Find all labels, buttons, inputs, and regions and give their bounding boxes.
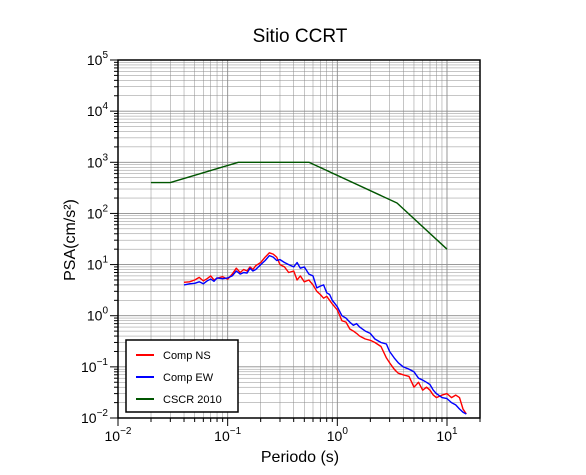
x-tick-labels: 10−2 10−1 100 101 <box>105 426 458 444</box>
series-line-0 <box>183 252 467 415</box>
legend-label-2: CSCR 2010 <box>163 394 222 406</box>
x-axis-label: Periodo (s) <box>261 449 339 466</box>
y-axis-label: PSA(cm/s²) <box>62 199 79 281</box>
series-line-2 <box>151 161 448 250</box>
y-tick-labels: 10−2 10−1 100 101 102 103 104 105 <box>81 50 108 426</box>
y-tick-label: 100 <box>87 306 109 324</box>
x-tick-label: 10−1 <box>214 426 241 444</box>
legend-label-0: Comp NS <box>163 350 211 362</box>
x-tick-label: 101 <box>436 426 458 444</box>
legend: Comp NS Comp EW CSCR 2010 <box>125 339 239 413</box>
chart-title: Sitio CCRT <box>253 26 348 47</box>
plot-frame <box>117 59 481 419</box>
y-tick-label: 102 <box>87 203 109 221</box>
series-layer <box>151 161 467 415</box>
x-tick-label: 100 <box>327 426 349 444</box>
series-line-1 <box>183 254 467 415</box>
y-tick-label: 10−2 <box>81 408 108 426</box>
x-tick-label: 10−2 <box>105 426 132 444</box>
y-tick-label: 104 <box>87 101 109 119</box>
legend-label-1: Comp EW <box>163 372 214 384</box>
y-tick-label: 101 <box>87 255 109 273</box>
y-tick-label: 10−1 <box>81 357 108 375</box>
axis-ticks <box>110 59 481 426</box>
y-tick-label: 105 <box>87 50 109 68</box>
y-tick-label: 103 <box>87 152 109 170</box>
